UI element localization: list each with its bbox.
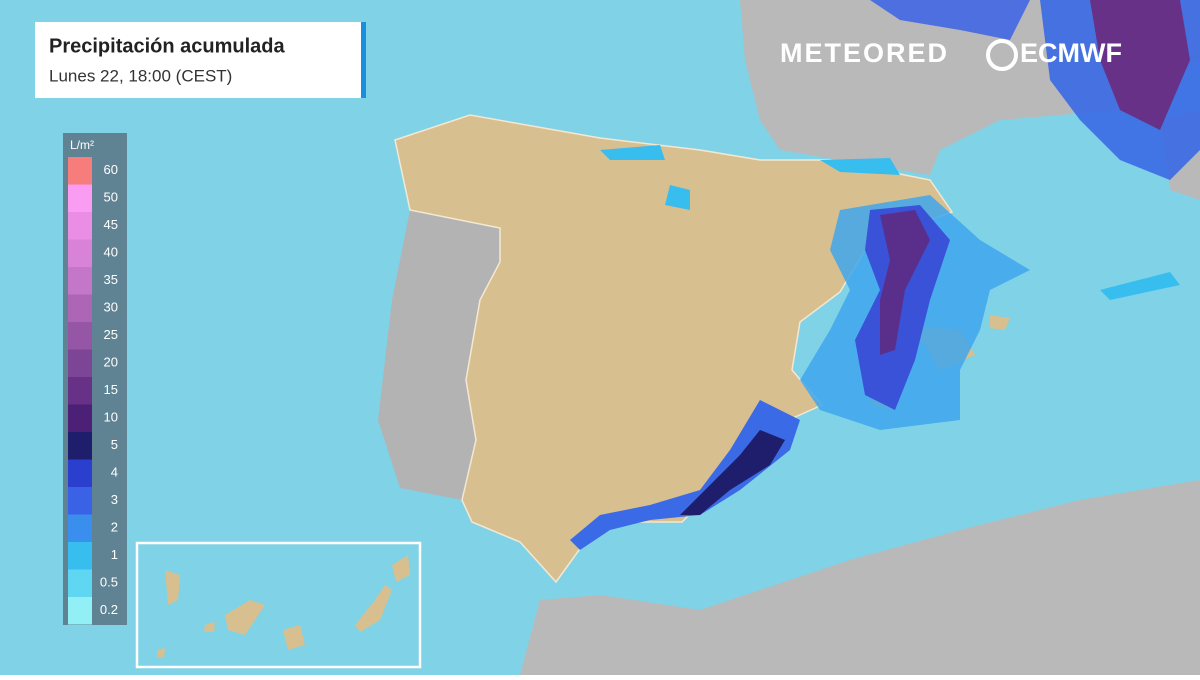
legend-label: 60: [104, 162, 118, 177]
brand-logo: [986, 39, 1018, 71]
legend-label: 2: [111, 520, 118, 535]
legend-swatch: [68, 212, 92, 240]
legend-swatch: [68, 267, 92, 295]
legend-label: 15: [104, 382, 118, 397]
title-box: [35, 22, 365, 98]
brand-name: METEORED: [780, 38, 949, 68]
brand-model: ECMWF: [1020, 38, 1122, 68]
title: Precipitación acumulada: [49, 35, 286, 57]
africa: [520, 480, 1200, 675]
legend-label: 10: [104, 410, 118, 425]
legend-swatch: [68, 239, 92, 267]
legend-swatch: [68, 322, 92, 350]
legend-label: 1: [111, 547, 118, 562]
legend-label: 50: [104, 190, 118, 205]
canary-inset: [135, 541, 422, 669]
legend-label: 45: [104, 217, 118, 232]
legend-label: 25: [104, 327, 118, 342]
legend-label: 0.5: [100, 575, 118, 590]
legend-label: 30: [104, 300, 118, 315]
legend-label: 4: [111, 465, 118, 480]
legend-swatch: [68, 294, 92, 322]
legend-swatch: [68, 377, 92, 405]
legend-label: 35: [104, 272, 118, 287]
legend-label: 40: [104, 245, 118, 260]
legend-label: 3: [111, 492, 118, 507]
legend-swatch: [68, 432, 92, 460]
legend-swatch: [68, 514, 92, 542]
legend-label: 0.2: [100, 602, 118, 617]
title-accent: [361, 22, 366, 98]
legend-items: 60 50 45 40 35 30 25 20 15 10 5 4 3 2 1 0.5 0.2: [68, 157, 118, 625]
legend-swatch: [68, 569, 92, 597]
legend-unit: L/m²: [70, 138, 94, 152]
legend-swatch: [68, 542, 92, 570]
legend-swatch: [68, 404, 92, 432]
legend-swatch: [68, 184, 92, 212]
legend-swatch: [68, 459, 92, 487]
portugal: [378, 210, 500, 500]
legend-swatch: [68, 597, 92, 625]
legend-swatch: [68, 487, 92, 515]
legend-label: 20: [104, 355, 118, 370]
legend-swatch: [68, 157, 92, 185]
legend-swatch: [68, 349, 92, 377]
legend-label: 5: [111, 437, 118, 452]
subtitle: Lunes 22, 18:00 (CEST): [49, 66, 232, 85]
precipitation: [570, 0, 1200, 550]
